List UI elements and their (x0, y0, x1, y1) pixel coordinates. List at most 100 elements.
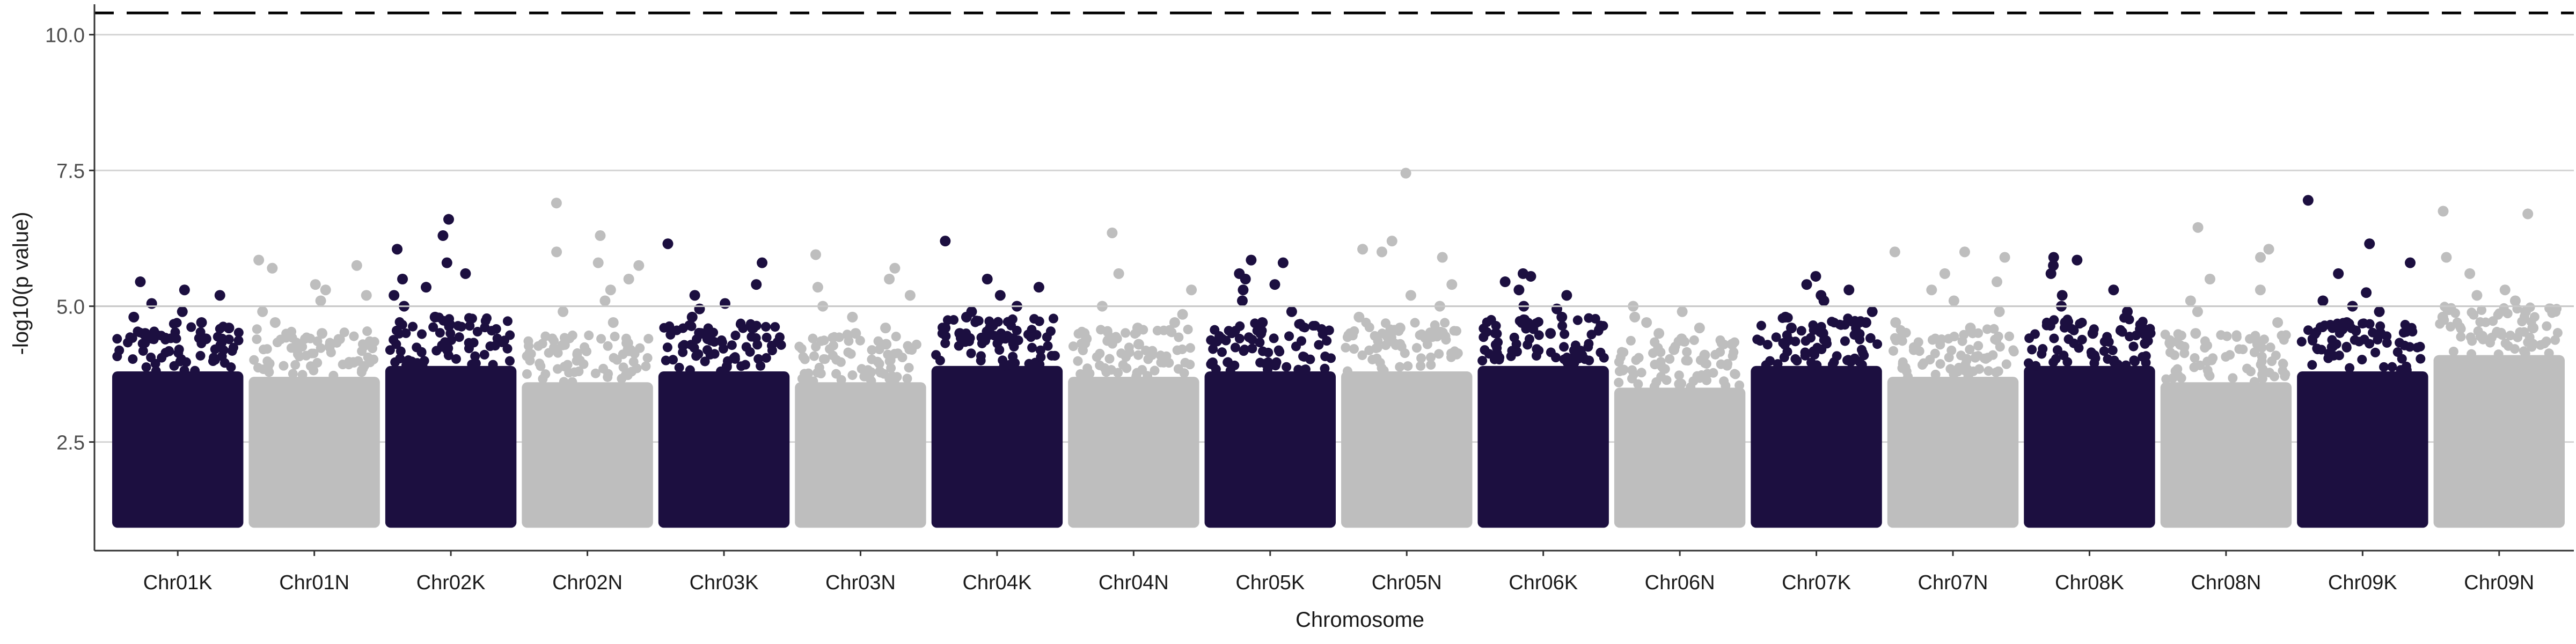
data-point (1948, 295, 1959, 306)
data-point (1756, 320, 1766, 331)
data-point (1668, 344, 1680, 355)
data-point (2204, 274, 2215, 284)
data-point (412, 358, 422, 368)
data-point (196, 317, 207, 328)
x-tick-label: Chr02N (552, 572, 623, 594)
data-point (397, 274, 408, 284)
data-point (1446, 279, 1458, 290)
data-point (174, 345, 184, 355)
x-tick-label: Chr05N (1372, 572, 1442, 594)
x-tick-label: Chr01K (143, 572, 213, 594)
data-point (1559, 342, 1569, 352)
data-point (2279, 335, 2289, 345)
data-point (998, 355, 1008, 365)
data-point (2374, 306, 2385, 317)
data-point (1068, 341, 1078, 352)
data-point (828, 340, 838, 350)
data-point (146, 298, 157, 309)
data-point (2488, 316, 2498, 326)
data-point (408, 321, 418, 332)
data-point (1244, 332, 1254, 342)
data-point (140, 328, 151, 339)
data-point (2478, 334, 2488, 345)
data-point (551, 197, 562, 209)
data-point (984, 316, 994, 326)
data-point (429, 311, 441, 323)
data-point (147, 334, 157, 344)
data-point (686, 311, 698, 323)
data-point (1186, 284, 1197, 296)
data-point (1247, 343, 1257, 354)
data-point (428, 322, 438, 332)
data-point (1286, 306, 1297, 317)
data-point (1676, 333, 1687, 345)
data-point (796, 343, 807, 354)
chromosome-band (1341, 371, 1473, 528)
data-point (2225, 350, 2235, 360)
x-tick-labels: Chr01K Chr01N Chr02K Chr02N Chr03K Chr03N Chr0… (143, 572, 2534, 594)
data-point (1002, 317, 1013, 327)
chromosome-band (1751, 365, 1882, 528)
data-point (1353, 311, 1365, 323)
data-point (2192, 222, 2204, 233)
data-point (502, 343, 513, 354)
data-point (300, 334, 310, 344)
data-point (2138, 352, 2148, 362)
data-point (2350, 335, 2360, 345)
data-point (1282, 362, 1292, 372)
data-point (1999, 252, 2010, 263)
data-point (389, 290, 400, 301)
data-point (249, 355, 259, 365)
data-point (668, 355, 678, 365)
data-point (2467, 336, 2477, 346)
data-point (2370, 347, 2381, 357)
data-point (2541, 336, 2551, 347)
data-point (1710, 349, 1721, 360)
data-point (2528, 323, 2539, 334)
data-point (1426, 360, 1436, 370)
chromosome-band (1887, 377, 2019, 528)
data-point (1230, 326, 1240, 336)
data-point (504, 356, 515, 366)
data-point (603, 369, 613, 379)
data-point (444, 314, 455, 324)
data-point (1096, 325, 1106, 335)
data-point (1890, 333, 1900, 343)
data-point (1381, 340, 1391, 350)
data-point (1619, 364, 1629, 375)
data-point (880, 323, 891, 334)
data-point (1627, 365, 1637, 375)
data-point (1719, 339, 1729, 349)
data-point (618, 362, 628, 372)
data-point (1255, 338, 1265, 348)
data-point (689, 290, 700, 301)
data-point (1177, 344, 1187, 354)
data-point (889, 262, 901, 274)
data-point (891, 332, 901, 342)
data-point (596, 334, 606, 344)
x-tick-label: Chr01N (279, 572, 349, 594)
x-tick-label: Chr02K (416, 572, 486, 594)
data-point (2519, 327, 2529, 337)
data-point (1453, 348, 1463, 358)
y-tick-labels: 2.5 5.0 7.5 10.0 (45, 25, 85, 455)
data-point (1260, 358, 1270, 369)
data-point (200, 333, 211, 345)
data-point (1180, 357, 1190, 368)
data-point (1479, 324, 1489, 334)
data-point (262, 356, 273, 367)
data-point (492, 333, 502, 343)
data-point (1660, 364, 1670, 374)
data-point (2257, 374, 2267, 384)
data-point (309, 348, 319, 358)
data-point (1320, 352, 1330, 362)
data-point (138, 346, 148, 356)
data-point (112, 334, 122, 344)
data-point (1991, 367, 2001, 377)
data-point (540, 331, 551, 341)
data-point (2063, 334, 2074, 345)
data-point (1890, 317, 1901, 328)
data-point (994, 290, 1006, 301)
data-point (1719, 376, 1729, 386)
data-point (904, 363, 914, 373)
